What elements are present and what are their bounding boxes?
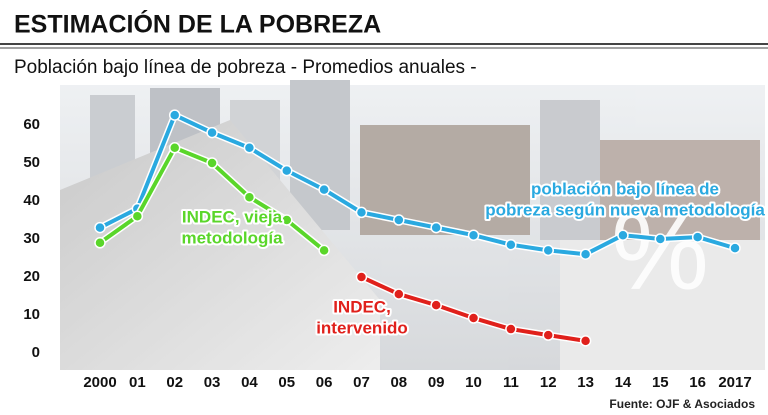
y-tick-label: 10: [23, 306, 40, 323]
data-point: [355, 206, 368, 219]
annotation: metodología: [181, 228, 283, 247]
x-tick-label: 16: [689, 374, 706, 391]
x-tick-label: 04: [241, 374, 258, 391]
data-point: [505, 323, 517, 335]
x-tick-label: 05: [278, 374, 295, 391]
y-tick-label: 0: [32, 344, 40, 361]
data-point: [617, 229, 629, 241]
watermark: %: [611, 190, 709, 313]
data-point: [654, 233, 667, 245]
chart-title: ESTIMACIÓN DE LA POBREZA: [14, 9, 381, 39]
annotation: INDEC,: [333, 297, 391, 316]
y-tick-label: 40: [23, 192, 40, 209]
x-tick-label: 03: [204, 374, 221, 391]
x-tick-label: 15: [652, 374, 669, 391]
annotation: población bajo línea de: [531, 179, 719, 198]
data-point: [168, 142, 181, 154]
x-tick-label: 2017: [718, 374, 751, 391]
y-tick-label: 20: [23, 268, 40, 285]
y-tick-label: 30: [23, 230, 40, 247]
data-point: [243, 142, 256, 154]
annotation: INDEC, vieja: [182, 207, 283, 226]
x-tick-label: 07: [353, 374, 370, 391]
x-tick-label: 11: [503, 374, 519, 391]
x-tick-label: 01: [129, 374, 146, 391]
x-tick-label: 10: [465, 374, 482, 391]
source: Fuente: OJF & Asociados: [609, 397, 755, 411]
data-point: [505, 238, 517, 251]
data-point: [355, 271, 368, 283]
annotation: intervenido: [316, 318, 408, 337]
data-point: [393, 214, 405, 226]
data-point: [542, 329, 554, 341]
x-tick-label: 2000: [83, 374, 116, 391]
data-point: [467, 229, 480, 241]
chart-subtitle: Población bajo línea de pobreza - Promed…: [14, 57, 477, 78]
data-point: [243, 191, 256, 203]
data-point: [206, 126, 218, 139]
x-tick-label: 13: [577, 374, 594, 391]
data-point: [579, 248, 592, 260]
data-point: [131, 210, 144, 222]
data-point: [430, 299, 442, 311]
data-point: [318, 244, 330, 257]
y-tick-label: 60: [23, 116, 40, 133]
data-point: [579, 335, 592, 347]
data-point: [467, 312, 480, 324]
x-tick-label: 12: [540, 374, 557, 391]
data-point: [281, 214, 293, 226]
data-point: [430, 221, 442, 234]
y-tick-label: 50: [23, 154, 40, 171]
annotation: pobreza según nueva metodología: [485, 200, 765, 219]
x-tick-label: 06: [316, 374, 333, 391]
data-point: [542, 244, 554, 257]
data-point: [393, 288, 405, 300]
x-tick-label: 09: [428, 374, 445, 391]
x-tick-label: 14: [615, 374, 632, 391]
x-tick-label: 08: [390, 374, 407, 391]
data-point: [691, 231, 704, 243]
data-point: [168, 109, 181, 121]
x-tick-label: 02: [166, 374, 183, 391]
data-point: [318, 183, 330, 196]
data-point: [729, 242, 741, 254]
series-line: [99, 113, 736, 257]
data-point: [94, 237, 106, 249]
data-point: [281, 164, 293, 177]
data-point: [206, 157, 218, 169]
data-point: [94, 221, 106, 234]
photo-background: [60, 80, 765, 370]
